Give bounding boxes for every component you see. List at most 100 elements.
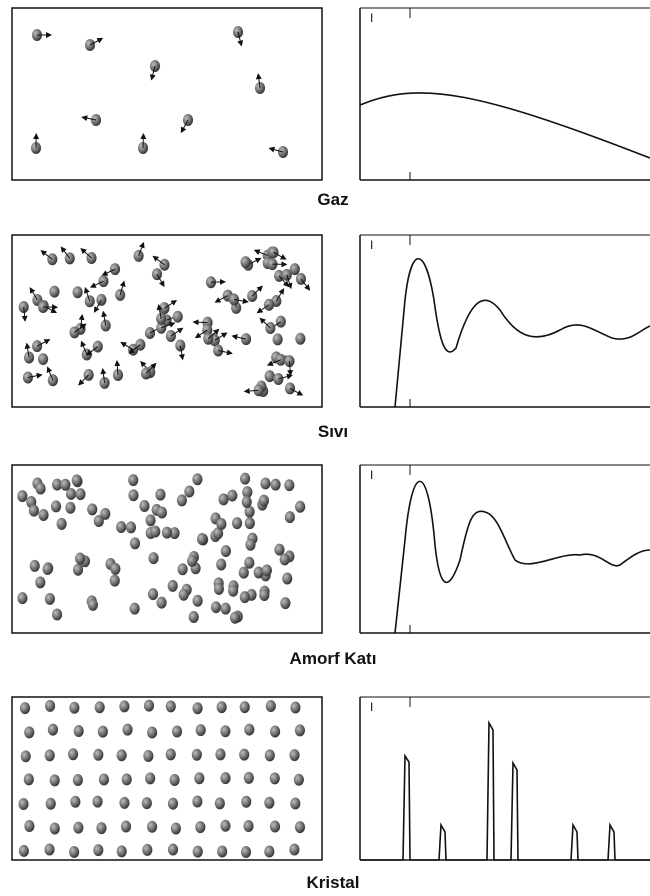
- velocity-arrow: [233, 298, 249, 304]
- particle: [187, 554, 198, 567]
- particle: [74, 552, 86, 565]
- particle: [289, 263, 300, 276]
- velocity-arrow: [273, 251, 287, 260]
- particle: [244, 723, 255, 736]
- particle: [244, 517, 255, 530]
- particle: [156, 506, 168, 519]
- particle: [71, 474, 82, 487]
- particle: [87, 503, 98, 516]
- particle: [49, 774, 60, 787]
- particle: [279, 553, 290, 566]
- particle: [141, 797, 152, 810]
- particle: [239, 591, 250, 604]
- particle: [116, 520, 127, 533]
- particle: [220, 602, 231, 615]
- particle: [110, 562, 121, 575]
- particle: [290, 701, 301, 714]
- particle: [280, 597, 291, 610]
- particle: [20, 750, 31, 763]
- particle: [264, 845, 275, 858]
- particle: [73, 725, 84, 738]
- particle: [289, 749, 300, 762]
- particles: [18, 241, 311, 397]
- particle: [155, 488, 166, 501]
- particle: [195, 821, 206, 834]
- velocity-arrow: [119, 280, 126, 296]
- particle: [232, 26, 244, 38]
- panel-label: Gaz: [317, 190, 348, 209]
- velocity-arrow: [178, 345, 185, 361]
- particle: [294, 724, 306, 737]
- particle: [213, 344, 224, 357]
- velocity-arrow: [231, 334, 247, 341]
- particle: [175, 339, 186, 352]
- particle: [295, 500, 306, 513]
- particle: [170, 822, 181, 835]
- particle: [116, 845, 127, 858]
- particle: [65, 501, 76, 514]
- particle: [69, 845, 80, 858]
- particle: [93, 514, 104, 527]
- velocity-arrow: [78, 374, 90, 386]
- particle: [28, 504, 40, 517]
- particle-box: [11, 464, 323, 634]
- velocity-arrow: [84, 287, 91, 302]
- velocity-arrow: [256, 304, 270, 314]
- panel: I Kristal: [11, 696, 650, 892]
- particle: [72, 563, 84, 576]
- particle: [172, 310, 183, 323]
- axis-label: I: [370, 11, 373, 25]
- particle: [220, 725, 231, 738]
- particle: [146, 820, 158, 833]
- particle: [121, 773, 132, 786]
- particle: [196, 532, 208, 545]
- particle: [290, 797, 301, 810]
- particle: [244, 505, 255, 518]
- particle: [156, 596, 167, 609]
- particle: [100, 507, 111, 520]
- particle: [259, 588, 270, 601]
- velocity-arrow: [40, 250, 53, 260]
- particle: [264, 370, 275, 383]
- velocity-arrow: [156, 303, 163, 319]
- particle: [210, 601, 222, 614]
- particle: [241, 795, 252, 808]
- velocity-arrow: [180, 119, 189, 134]
- velocity-arrow: [24, 342, 31, 358]
- particle: [19, 702, 31, 715]
- velocity-arrow: [286, 274, 293, 290]
- particle-box: [11, 696, 323, 861]
- particle: [17, 592, 28, 605]
- particle: [120, 820, 132, 833]
- particle: [145, 772, 156, 785]
- particle: [165, 700, 176, 713]
- velocity-arrow: [287, 361, 294, 377]
- particle: [177, 563, 188, 576]
- velocity-arrow: [210, 278, 226, 285]
- particle: [218, 493, 229, 506]
- particle: [144, 326, 156, 339]
- particle: [169, 774, 180, 787]
- particle: [274, 543, 285, 556]
- particle: [240, 256, 251, 269]
- velocity-arrow: [251, 285, 263, 297]
- particle: [191, 748, 202, 761]
- particle: [23, 773, 34, 786]
- particle: [60, 478, 71, 491]
- particle: [244, 556, 255, 569]
- particle: [238, 566, 249, 579]
- particle: [192, 795, 203, 808]
- particle: [178, 588, 189, 601]
- particle: [243, 820, 254, 833]
- velocity-arrow: [89, 280, 104, 288]
- particle: [65, 487, 77, 500]
- particle: [284, 511, 295, 524]
- particle: [96, 822, 107, 835]
- particle: [49, 285, 60, 298]
- velocity-arrow: [192, 319, 208, 326]
- particle: [272, 333, 283, 346]
- particle: [270, 478, 281, 491]
- velocity-arrow: [89, 37, 104, 46]
- velocity-arrow: [194, 329, 208, 339]
